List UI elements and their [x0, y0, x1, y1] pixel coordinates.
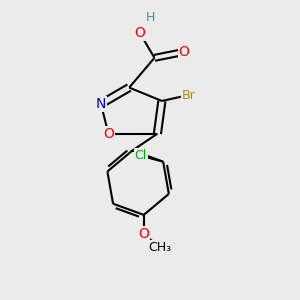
Text: H: H — [145, 11, 155, 24]
Text: CH₃: CH₃ — [148, 241, 172, 254]
Text: Br: Br — [182, 88, 196, 101]
Text: N: N — [96, 97, 106, 111]
Text: O: O — [103, 127, 114, 141]
Text: Cl: Cl — [135, 149, 147, 162]
Text: O: O — [134, 26, 145, 40]
Text: O: O — [179, 45, 190, 59]
Text: O: O — [138, 227, 149, 241]
